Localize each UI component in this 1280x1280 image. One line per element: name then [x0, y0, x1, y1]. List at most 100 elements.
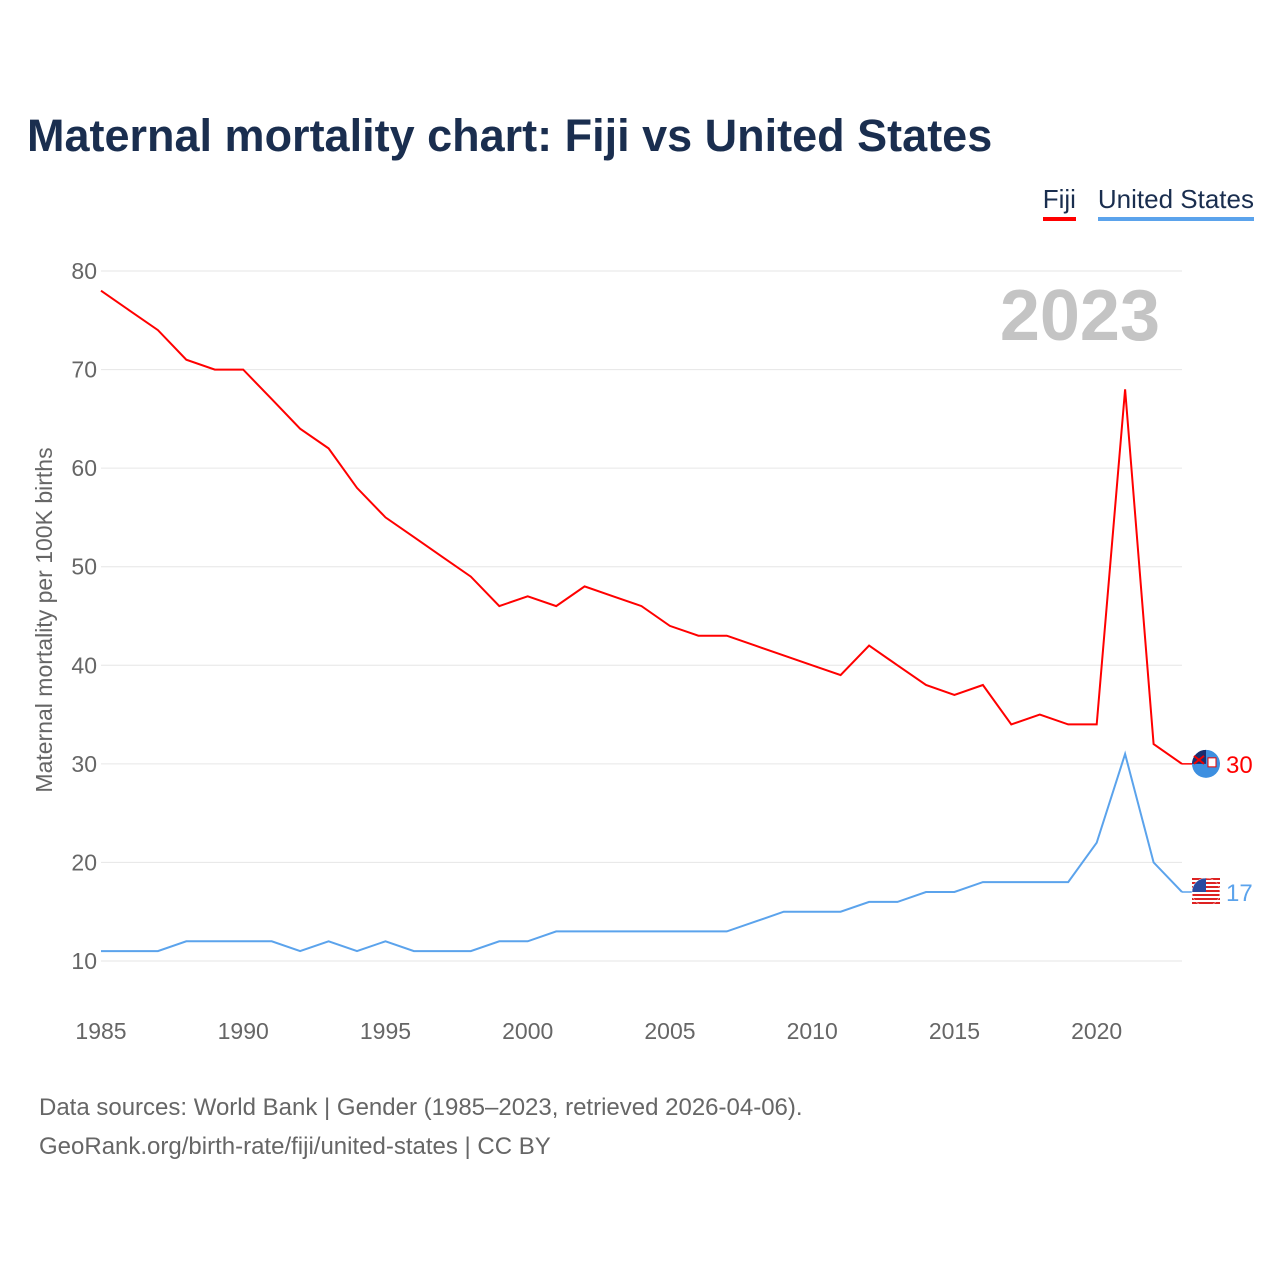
data-point-united-states-2013[interactable] [895, 899, 901, 905]
data-point-united-states-2011[interactable] [838, 909, 844, 915]
data-point-fiji-2008[interactable] [752, 643, 758, 649]
data-point-fiji-1985[interactable] [98, 288, 104, 294]
end-label-united-states: 17 [1226, 880, 1253, 907]
data-point-united-states-2018[interactable] [1037, 879, 1043, 885]
data-point-fiji-1986[interactable] [126, 307, 132, 313]
data-point-fiji-2000[interactable] [525, 593, 531, 599]
data-point-fiji-2016[interactable] [980, 682, 986, 688]
data-point-fiji-1987[interactable] [155, 327, 161, 333]
data-point-fiji-2006[interactable] [695, 633, 701, 639]
y-tick-40: 40 [71, 652, 97, 678]
year-label: 2023 [1000, 276, 1160, 356]
legend-item-fiji[interactable]: Fiji [1042, 184, 1076, 221]
data-point-united-states-1986[interactable] [126, 948, 132, 954]
data-point-fiji-2009[interactable] [781, 652, 787, 658]
data-point-fiji-2013[interactable] [895, 662, 901, 668]
data-point-united-states-1995[interactable] [382, 938, 388, 944]
data-point-united-states-2012[interactable] [866, 899, 872, 905]
data-point-fiji-2012[interactable] [866, 643, 872, 649]
data-point-united-states-2010[interactable] [809, 909, 815, 915]
source-line-2[interactable]: GeoRank.org/birth-rate/fiji/united-state… [39, 1133, 551, 1160]
y-tick-30: 30 [71, 751, 97, 777]
y-tick-50: 50 [71, 554, 97, 580]
data-point-united-states-2003[interactable] [610, 928, 616, 934]
x-tick-2015: 2015 [929, 1018, 980, 1044]
data-point-united-states-1994[interactable] [354, 948, 360, 954]
data-point-fiji-1990[interactable] [240, 367, 246, 373]
data-point-united-states-2001[interactable] [553, 928, 559, 934]
legend: Fiji United States [1042, 184, 1254, 221]
data-point-fiji-1991[interactable] [269, 396, 275, 402]
data-point-united-states-1985[interactable] [98, 948, 104, 954]
data-point-united-states-2014[interactable] [923, 889, 929, 895]
data-point-united-states-1992[interactable] [297, 948, 303, 954]
data-point-fiji-1992[interactable] [297, 426, 303, 432]
data-point-united-states-2008[interactable] [752, 919, 758, 925]
data-point-fiji-1993[interactable] [326, 445, 332, 451]
data-point-fiji-1996[interactable] [411, 534, 417, 540]
data-point-fiji-2021[interactable] [1122, 386, 1128, 392]
data-point-fiji-2011[interactable] [838, 672, 844, 678]
data-point-fiji-2010[interactable] [809, 662, 815, 668]
data-point-fiji-1998[interactable] [468, 574, 474, 580]
data-point-fiji-1995[interactable] [382, 514, 388, 520]
data-point-fiji-1997[interactable] [439, 554, 445, 560]
data-point-fiji-2022[interactable] [1151, 741, 1157, 747]
data-point-fiji-2007[interactable] [724, 633, 730, 639]
data-point-united-states-1993[interactable] [326, 938, 332, 944]
data-point-fiji-1988[interactable] [183, 357, 189, 363]
data-point-united-states-2020[interactable] [1094, 840, 1100, 846]
united-states-flag-icon [1191, 877, 1221, 907]
data-point-united-states-1987[interactable] [155, 948, 161, 954]
fiji-flag-icon [1192, 749, 1220, 778]
data-point-united-states-2017[interactable] [1008, 879, 1014, 885]
x-tick-2020: 2020 [1071, 1018, 1122, 1044]
data-point-fiji-2020[interactable] [1094, 721, 1100, 727]
data-point-united-states-2005[interactable] [667, 928, 673, 934]
data-point-united-states-1996[interactable] [411, 948, 417, 954]
data-point-fiji-2001[interactable] [553, 603, 559, 609]
y-tick-20: 20 [71, 849, 97, 875]
x-tick-2005: 2005 [644, 1018, 695, 1044]
data-point-united-states-2015[interactable] [951, 889, 957, 895]
series-line-united-states [101, 750, 1183, 953]
data-point-united-states-2007[interactable] [724, 928, 730, 934]
x-tick-2010: 2010 [787, 1018, 838, 1044]
data-point-united-states-1988[interactable] [183, 938, 189, 944]
data-point-united-states-2006[interactable] [695, 928, 701, 934]
data-point-fiji-2015[interactable] [951, 692, 957, 698]
data-point-united-states-2009[interactable] [781, 909, 787, 915]
data-point-united-states-1998[interactable] [468, 948, 474, 954]
data-point-fiji-2003[interactable] [610, 593, 616, 599]
data-point-united-states-2022[interactable] [1151, 859, 1157, 865]
data-point-united-states-2002[interactable] [582, 928, 588, 934]
data-point-fiji-1994[interactable] [354, 485, 360, 491]
data-point-united-states-2000[interactable] [525, 938, 531, 944]
data-point-fiji-2005[interactable] [667, 623, 673, 629]
data-point-fiji-1989[interactable] [212, 367, 218, 373]
data-point-fiji-1999[interactable] [496, 603, 502, 609]
data-point-fiji-2019[interactable] [1065, 721, 1071, 727]
data-point-united-states-2004[interactable] [639, 928, 645, 934]
data-point-united-states-1991[interactable] [269, 938, 275, 944]
y-axis-label: Maternal mortality per 100K births [31, 447, 57, 792]
data-point-fiji-2002[interactable] [582, 583, 588, 589]
legend-item-united-states[interactable]: United States [1097, 184, 1254, 221]
data-point-united-states-1990[interactable] [240, 938, 246, 944]
data-point-fiji-2017[interactable] [1008, 721, 1014, 727]
end-label-fiji: 30 [1226, 752, 1253, 779]
data-point-united-states-1997[interactable] [439, 948, 445, 954]
data-point-united-states-2021[interactable] [1122, 751, 1128, 757]
data-point-united-states-1999[interactable] [496, 938, 502, 944]
x-tick-1990: 1990 [218, 1018, 269, 1044]
data-point-fiji-2004[interactable] [639, 603, 645, 609]
data-point-united-states-1989[interactable] [212, 938, 218, 944]
data-point-united-states-2016[interactable] [980, 879, 986, 885]
data-point-united-states-2019[interactable] [1065, 879, 1071, 885]
data-point-fiji-2018[interactable] [1037, 712, 1043, 718]
data-point-fiji-2014[interactable] [923, 682, 929, 688]
y-tick-70: 70 [71, 357, 97, 383]
x-tick-1995: 1995 [360, 1018, 411, 1044]
series-line-fiji [100, 289, 1183, 765]
